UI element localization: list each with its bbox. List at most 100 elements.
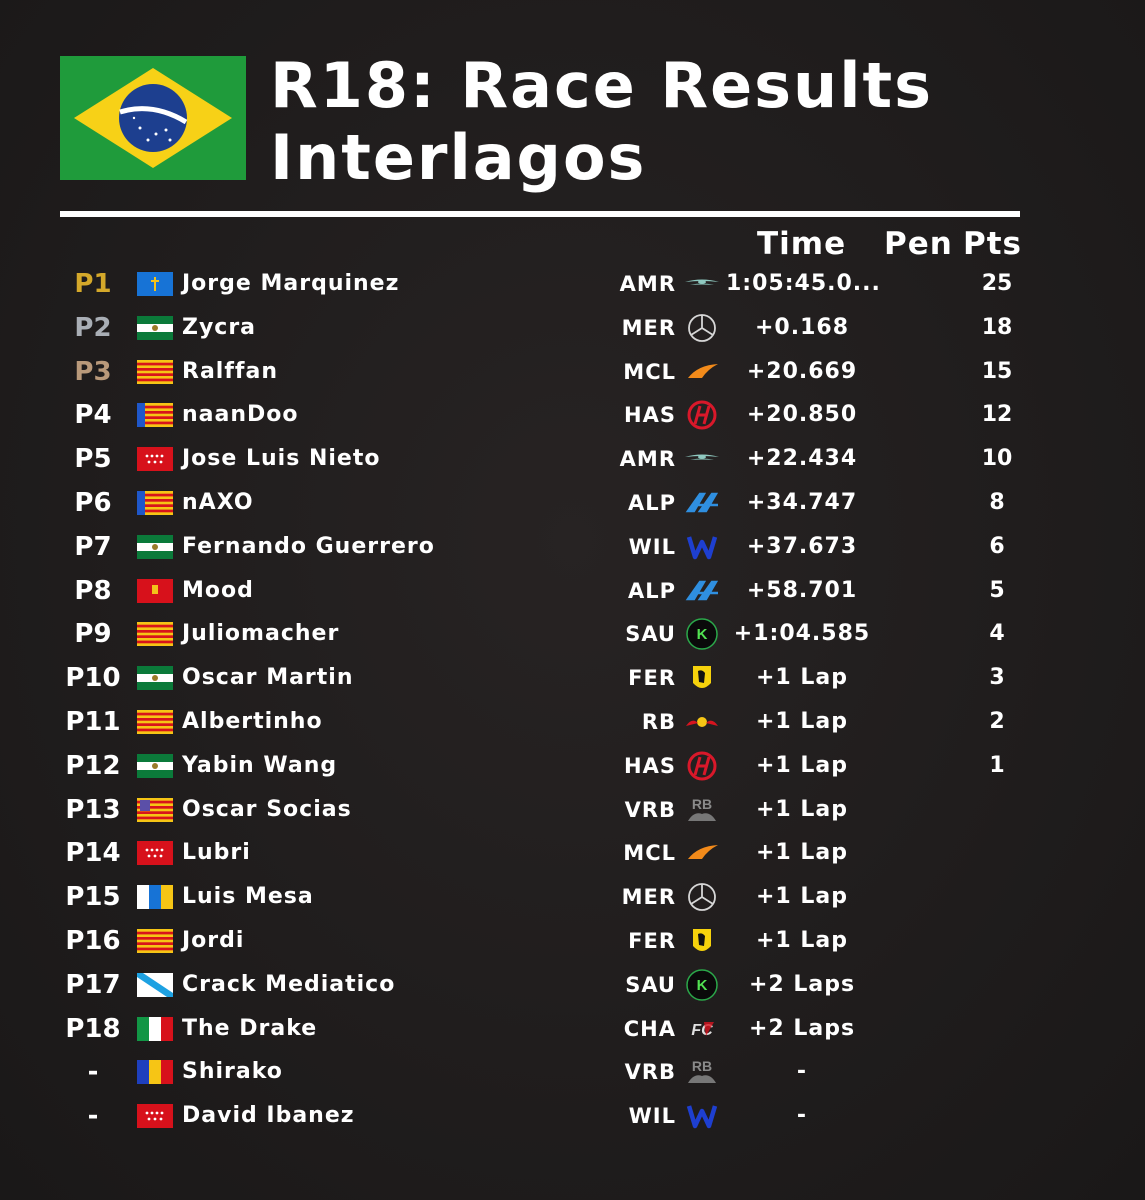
canarias-flag-icon (137, 885, 173, 910)
aston-martin-logo-icon (684, 267, 720, 301)
madrid-flag-icon (137, 841, 173, 866)
team-code: CHA (623, 1016, 676, 1041)
points-value: 8 (989, 490, 1005, 515)
team-code: VRB (624, 1060, 676, 1085)
race-time: +58.701 (746, 577, 858, 603)
driver-name: Oscar Martin (182, 665, 354, 691)
mclaren-logo-icon (684, 355, 720, 389)
race-time: +0.168 (754, 314, 850, 340)
visa-rb-logo-icon: RB (684, 793, 720, 827)
driver-name: Jose Luis Nieto (182, 446, 381, 472)
points-value: 3 (989, 665, 1005, 691)
driver-name: Mood (182, 577, 254, 603)
team-code: SAU (625, 972, 676, 997)
points-value: 5 (989, 577, 1005, 603)
team-code: WIL (628, 1104, 676, 1129)
position-label: P12 (65, 750, 121, 781)
valencia-flag-icon (137, 403, 173, 428)
table-row: - David Ibanez WIL - (0, 1094, 1145, 1138)
team-code: MCL (623, 841, 676, 866)
galicia-flag-icon (137, 972, 173, 997)
table-row: P9 Juliomacher SAU K +1:04.585 4 (0, 612, 1145, 656)
race-time: +1 Lap (755, 752, 848, 778)
sauber-logo-icon: K (684, 968, 720, 1002)
driver-name: Crack Mediatico (182, 971, 396, 997)
race-time: +1 Lap (755, 840, 848, 866)
driver-name: Zycra (182, 314, 257, 340)
italy-flag-icon (137, 1016, 173, 1041)
driver-name: Luis Mesa (182, 884, 314, 910)
table-row: P4 naanDoo HAS +20.850 12 (0, 393, 1145, 437)
points-value: 6 (989, 533, 1005, 559)
position-label: P17 (65, 969, 121, 1000)
valencia-flag-icon (137, 491, 173, 515)
divider (60, 211, 1020, 217)
points-value: 4 (989, 621, 1005, 647)
points-value: 12 (981, 402, 1013, 428)
driver-name: Ralffan (182, 358, 278, 384)
visa-rb-logo-icon: RB (684, 1055, 720, 1089)
table-row: P6 nAXO ALP +34.747 8 (0, 481, 1145, 525)
position-label: P11 (65, 707, 121, 737)
aston-martin-logo-icon (684, 442, 720, 476)
team-code: ALP (627, 578, 676, 603)
cha-logo-icon: FC (684, 1012, 720, 1046)
catalonia-flag-icon (137, 359, 173, 384)
position-label: P1 (74, 269, 112, 299)
catalonia-flag-icon (137, 929, 173, 953)
mercedes-logo-icon (684, 880, 720, 914)
position-label: P16 (65, 926, 121, 956)
team-code: AMR (619, 447, 676, 472)
position-label: P7 (74, 531, 112, 562)
table-row: P7 Fernando Guerrero WIL +37.673 6 (0, 525, 1145, 569)
points-value: 10 (981, 446, 1013, 472)
race-time: +1 Lap (755, 665, 848, 691)
team-code: VRB (624, 797, 676, 822)
table-row: P12 Yabin Wang HAS +1 Lap 1 (0, 744, 1145, 788)
table-row: P13 Oscar Socias VRB RB +1 Lap (0, 788, 1145, 832)
position-label: P4 (74, 400, 112, 431)
haas-logo-icon (684, 749, 720, 783)
position-label: P9 (74, 619, 112, 650)
position-label: P15 (65, 882, 121, 913)
madrid-flag-icon (137, 447, 173, 472)
position-label: - (87, 1057, 99, 1088)
race-time: - (796, 1059, 808, 1085)
haas-logo-icon (684, 398, 720, 432)
table-row: P2 Zycra MER +0.168 18 (0, 306, 1145, 350)
points-value: 15 (981, 358, 1013, 384)
driver-name: Oscar Socias (182, 796, 352, 822)
race-time: - (796, 1103, 808, 1129)
table-row: - Shirako VRB RB - (0, 1050, 1145, 1094)
points-value: 1 (989, 752, 1005, 778)
position-label: P14 (65, 838, 121, 869)
team-code: RB (641, 710, 676, 734)
race-time: +1 Lap (755, 796, 848, 822)
position-label: P13 (65, 794, 121, 825)
table-row: P15 Luis Mesa MER +1 Lap (0, 875, 1145, 919)
title-line-2: Interlagos (270, 121, 647, 194)
position-label: P3 (74, 356, 112, 387)
driver-name: Lubri (182, 840, 251, 866)
svg-text:K: K (697, 977, 708, 994)
race-time: +22.434 (746, 446, 858, 472)
pen-column-header: Pen (884, 226, 953, 262)
driver-name: Juliomacher (182, 621, 340, 647)
page-title: R18: Race Results Interlagos (270, 50, 933, 194)
madrid-flag-icon (137, 1104, 173, 1129)
title-line-1: R18: Race Results (270, 49, 933, 122)
race-time: +20.669 (746, 358, 858, 384)
team-code: ALP (627, 491, 676, 515)
williams-logo-icon (684, 1099, 720, 1133)
driver-name: Jorge Marquinez (182, 271, 400, 296)
svg-text:K: K (697, 626, 708, 643)
table-row: P14 Lubri MCL +1 Lap (0, 831, 1145, 875)
race-time: +1 Lap (755, 709, 848, 734)
driver-name: Albertinho (182, 709, 323, 734)
table-row: P3 Ralffan MCL +20.669 15 (0, 350, 1145, 394)
race-time: +1 Lap (755, 928, 848, 953)
race-time: +2 Laps (748, 971, 856, 997)
position-label: - (87, 1101, 99, 1132)
table-row: P16 Jordi FER +1 Lap (0, 919, 1145, 963)
andalusia-flag-icon (137, 666, 173, 691)
